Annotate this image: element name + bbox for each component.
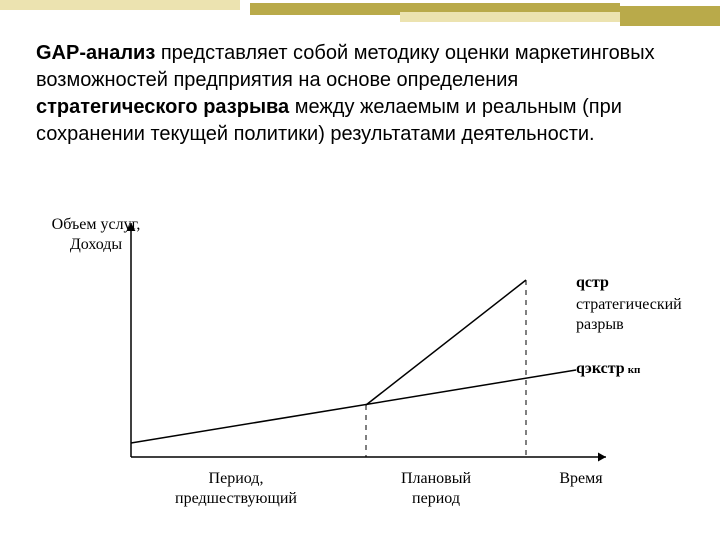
label-gap-2: разрыв bbox=[576, 316, 624, 333]
header-decoration bbox=[0, 0, 720, 26]
gap-chart: Объем услуг, Доходы Период, предшествующий П… bbox=[36, 215, 684, 515]
label-q-strategic: qстр bbox=[576, 274, 609, 291]
chart-svg: Объем услуг, Доходы Период, предшествующий П… bbox=[36, 215, 684, 515]
deco-bar bbox=[0, 0, 240, 10]
x-label-prev-1: Период, bbox=[209, 470, 264, 487]
x-label-time: Время bbox=[559, 470, 603, 487]
deco-bar bbox=[620, 6, 720, 26]
x-label-plan-2: период bbox=[412, 490, 460, 507]
y-axis-label-1: Объем услуг, bbox=[52, 216, 141, 233]
title-paragraph: GAP-анализ представляет собой методику о… bbox=[36, 40, 684, 148]
title-bold-1: GAP-анализ bbox=[36, 42, 155, 64]
x-label-plan-1: Плановый bbox=[401, 470, 472, 487]
y-axis-label-2: Доходы bbox=[70, 236, 123, 253]
label-q-extrap: qэкстркп bbox=[576, 360, 641, 377]
title-bold-2: стратегического разрыва bbox=[36, 96, 289, 118]
x-label-prev-2: предшествующий bbox=[175, 490, 297, 507]
label-gap-1: стратегический bbox=[576, 296, 682, 313]
